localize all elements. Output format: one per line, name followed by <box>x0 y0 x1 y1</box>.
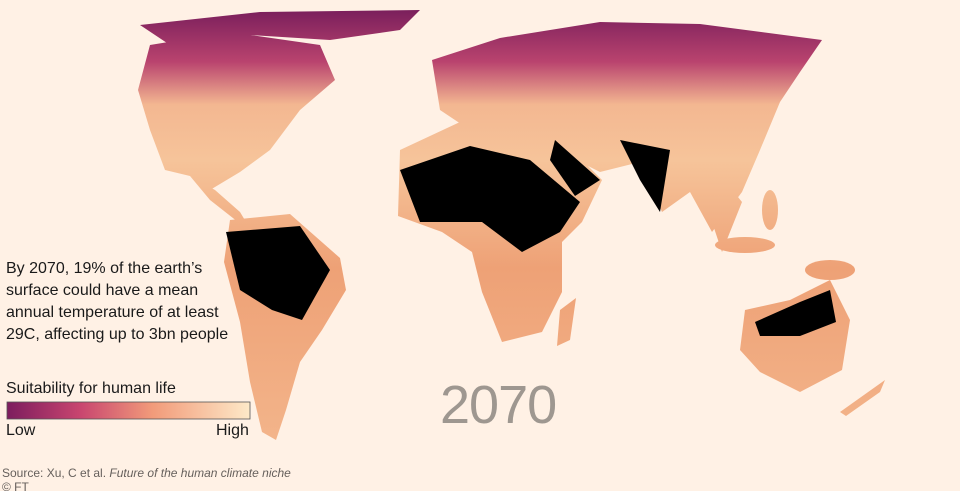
source-title: Future of the human climate niche <box>109 466 291 480</box>
source: Source: Xu, C et al. Future of the human… <box>2 466 291 480</box>
legend-high: High <box>216 422 249 439</box>
legend-low: Low <box>6 422 36 439</box>
annotation: By 2070, 19% of the earth’s surface coul… <box>6 260 229 343</box>
year-label: 2070 <box>440 375 557 435</box>
legend-title: Suitability for human life <box>6 380 176 397</box>
copyright: © FT <box>2 480 29 491</box>
legend-scale <box>6 401 251 420</box>
uninhabitable-zones <box>226 140 836 336</box>
source-prefix: Source: Xu, C et al. <box>2 466 107 480</box>
